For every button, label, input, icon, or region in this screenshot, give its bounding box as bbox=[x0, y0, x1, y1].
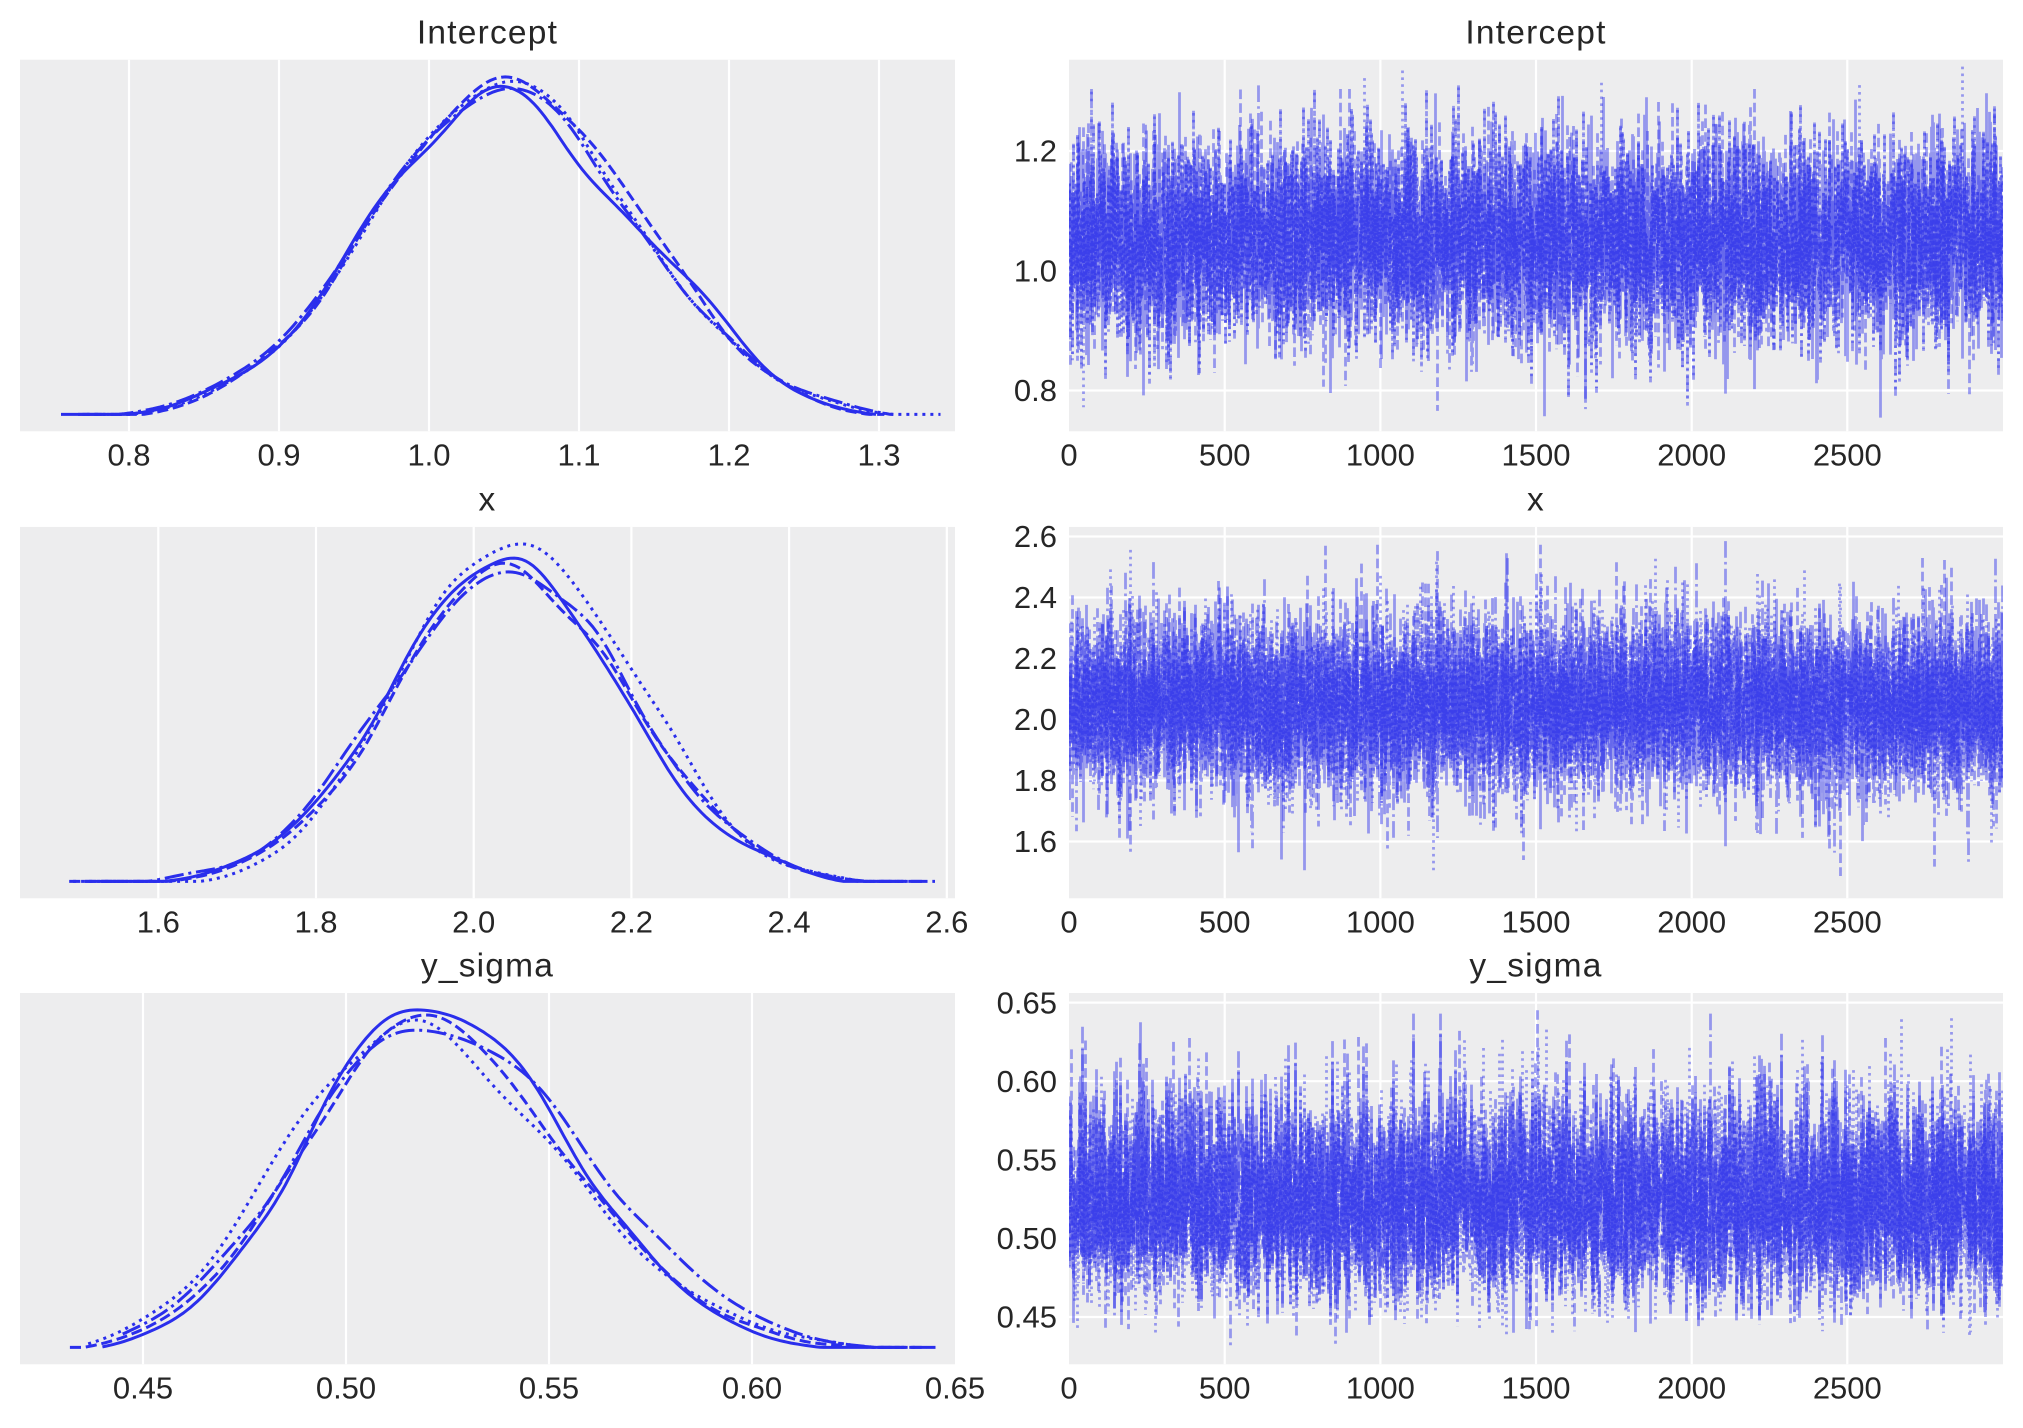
svg-text:2000: 2000 bbox=[1657, 1370, 1726, 1405]
svg-text:1000: 1000 bbox=[1346, 904, 1415, 939]
svg-text:0.45: 0.45 bbox=[997, 1300, 1057, 1335]
svg-text:0.65: 0.65 bbox=[997, 985, 1057, 1020]
svg-text:1500: 1500 bbox=[1502, 437, 1571, 472]
svg-text:2.6: 2.6 bbox=[1014, 519, 1057, 554]
svg-text:1.3: 1.3 bbox=[857, 437, 900, 472]
svg-text:1.0: 1.0 bbox=[407, 437, 450, 472]
svg-text:1000: 1000 bbox=[1346, 437, 1415, 472]
svg-text:1.2: 1.2 bbox=[707, 437, 750, 472]
svg-text:2.0: 2.0 bbox=[1014, 702, 1057, 737]
svg-text:2.4: 2.4 bbox=[768, 904, 811, 939]
svg-text:2500: 2500 bbox=[1813, 1370, 1882, 1405]
svg-text:0: 0 bbox=[1060, 437, 1077, 472]
svg-text:1500: 1500 bbox=[1502, 1370, 1571, 1405]
svg-text:x: x bbox=[1527, 481, 1545, 518]
svg-text:0.55: 0.55 bbox=[997, 1143, 1057, 1178]
svg-text:0: 0 bbox=[1060, 1370, 1077, 1405]
svg-text:500: 500 bbox=[1199, 437, 1251, 472]
svg-text:1500: 1500 bbox=[1502, 904, 1571, 939]
svg-text:0.65: 0.65 bbox=[925, 1370, 985, 1405]
svg-text:2000: 2000 bbox=[1657, 437, 1726, 472]
svg-text:1.1: 1.1 bbox=[557, 437, 600, 472]
svg-text:0.60: 0.60 bbox=[997, 1064, 1057, 1099]
svg-text:500: 500 bbox=[1199, 1370, 1251, 1405]
svg-text:2500: 2500 bbox=[1813, 437, 1882, 472]
svg-text:2.4: 2.4 bbox=[1014, 580, 1057, 615]
svg-text:1000: 1000 bbox=[1346, 1370, 1415, 1405]
svg-text:Intercept: Intercept bbox=[1465, 14, 1606, 51]
svg-text:0: 0 bbox=[1060, 904, 1077, 939]
svg-text:2500: 2500 bbox=[1813, 904, 1882, 939]
svg-text:1.6: 1.6 bbox=[137, 904, 180, 939]
svg-text:1.6: 1.6 bbox=[1014, 824, 1057, 859]
svg-text:Intercept: Intercept bbox=[417, 14, 558, 51]
svg-text:0.9: 0.9 bbox=[257, 437, 300, 472]
svg-text:2.2: 2.2 bbox=[1014, 641, 1057, 676]
svg-text:y_sigma: y_sigma bbox=[1469, 947, 1602, 984]
svg-text:x: x bbox=[479, 481, 497, 518]
svg-text:0.50: 0.50 bbox=[316, 1370, 376, 1405]
svg-text:2.2: 2.2 bbox=[610, 904, 653, 939]
svg-text:500: 500 bbox=[1199, 904, 1251, 939]
svg-text:0.8: 0.8 bbox=[1014, 373, 1057, 408]
svg-text:0.50: 0.50 bbox=[997, 1221, 1057, 1256]
svg-text:1.8: 1.8 bbox=[294, 904, 337, 939]
svg-text:2000: 2000 bbox=[1657, 904, 1726, 939]
svg-text:1.8: 1.8 bbox=[1014, 763, 1057, 798]
svg-text:0.45: 0.45 bbox=[113, 1370, 173, 1405]
svg-text:2.6: 2.6 bbox=[925, 904, 968, 939]
svg-text:1.2: 1.2 bbox=[1014, 134, 1057, 169]
svg-text:0.60: 0.60 bbox=[722, 1370, 782, 1405]
svg-text:0.55: 0.55 bbox=[519, 1370, 579, 1405]
svg-text:0.8: 0.8 bbox=[107, 437, 150, 472]
svg-text:2.0: 2.0 bbox=[452, 904, 495, 939]
svg-text:y_sigma: y_sigma bbox=[421, 947, 554, 984]
svg-text:1.0: 1.0 bbox=[1014, 253, 1057, 288]
